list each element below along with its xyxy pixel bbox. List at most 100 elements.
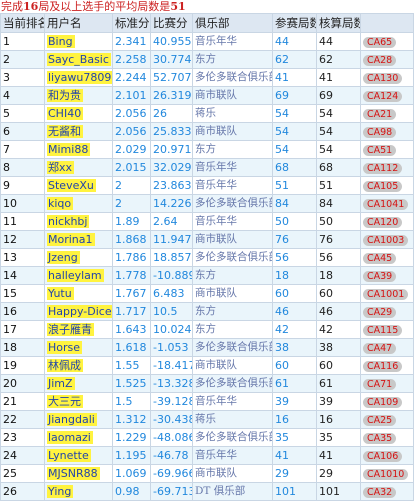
- username-link[interactable]: Happy-Dice: [47, 305, 112, 318]
- username-cell[interactable]: CHI40: [44, 104, 113, 123]
- username-cell[interactable]: halleylam: [44, 266, 113, 285]
- username-link[interactable]: Ying: [47, 485, 74, 498]
- player-id-badge[interactable]: CA1003: [363, 235, 409, 246]
- username-cell[interactable]: 浪子雁青: [44, 320, 113, 339]
- player-id-badge[interactable]: CA71: [363, 379, 397, 390]
- player-id-badge[interactable]: CA25: [363, 415, 397, 426]
- standard-score-cell: 1.069: [112, 464, 151, 483]
- username-cell[interactable]: 林佩成: [44, 356, 113, 375]
- username-cell[interactable]: SteveXu: [44, 176, 113, 195]
- username-link[interactable]: Horse: [47, 341, 83, 354]
- username-cell[interactable]: 和为贵: [44, 86, 113, 105]
- standard-score-cell: 1.229: [112, 428, 151, 447]
- badge-cell: CA1010: [360, 464, 414, 483]
- header-match-score[interactable]: 比赛分: [150, 13, 193, 33]
- username-cell[interactable]: Jzeng: [44, 248, 113, 267]
- match-score-cell: 25.833: [150, 122, 193, 141]
- username-link[interactable]: Lynette: [47, 449, 91, 462]
- standard-score-cell: 2.015: [112, 158, 151, 177]
- username-link[interactable]: nickhbj: [47, 215, 90, 228]
- username-cell[interactable]: Lynette: [44, 446, 113, 465]
- player-id-badge[interactable]: CA115: [363, 325, 403, 336]
- username-link[interactable]: CHI40: [47, 107, 84, 120]
- player-id-badge[interactable]: CA112: [363, 163, 403, 174]
- player-id-badge[interactable]: CA106: [363, 451, 403, 462]
- player-id-badge[interactable]: CA1010: [363, 469, 409, 480]
- player-id-badge[interactable]: CA105: [363, 181, 403, 192]
- player-id-badge[interactable]: CA21: [363, 109, 397, 120]
- player-id-badge[interactable]: CA39: [363, 271, 397, 282]
- username-cell[interactable]: nickhbj: [44, 212, 113, 231]
- username-link[interactable]: SteveXu: [47, 179, 96, 192]
- player-id-badge[interactable]: CA124: [363, 91, 403, 102]
- header-rank[interactable]: 当前排名: [0, 13, 45, 33]
- username-cell[interactable]: 无酱和: [44, 122, 113, 141]
- username-link[interactable]: Morina1: [47, 233, 95, 246]
- username-cell[interactable]: MJSNR88: [44, 464, 113, 483]
- username-link[interactable]: 和为贵: [47, 89, 83, 102]
- username-cell[interactable]: laomazi: [44, 428, 113, 447]
- username-link[interactable]: JimZ: [47, 377, 75, 390]
- username-link[interactable]: 郑xx: [47, 161, 75, 174]
- caption-average: 51: [170, 0, 186, 13]
- username-cell[interactable]: 郑xx: [44, 158, 113, 177]
- badge-cell: CA130: [360, 68, 414, 87]
- header-username[interactable]: 用户名: [44, 13, 113, 33]
- player-id-badge[interactable]: CA51: [363, 145, 397, 156]
- player-id-badge[interactable]: CA47: [363, 343, 397, 354]
- username-cell[interactable]: 大三元: [44, 392, 113, 411]
- header-club[interactable]: 俱乐部: [192, 13, 273, 33]
- rank-cell: 2: [0, 50, 45, 69]
- username-link[interactable]: kiqo: [47, 197, 74, 210]
- games-played-cell: 18: [272, 266, 317, 285]
- username-link[interactable]: Jiangdali: [47, 413, 97, 426]
- username-link[interactable]: MJSNR88: [47, 467, 100, 480]
- username-link[interactable]: 大三元: [47, 395, 83, 408]
- standard-score-cell: 2: [112, 176, 151, 195]
- games-counted-cell: 62: [316, 50, 361, 69]
- header-standard-score[interactable]: 标准分: [112, 13, 151, 33]
- username-link[interactable]: 无酱和: [47, 125, 83, 138]
- player-id-badge[interactable]: CA1001: [363, 289, 409, 300]
- club-cell: 多伦多联合俱乐部: [192, 338, 273, 357]
- username-cell[interactable]: Sayc_Basic: [44, 50, 113, 69]
- username-cell[interactable]: Morina1: [44, 230, 113, 249]
- player-id-badge[interactable]: CA45: [363, 253, 397, 264]
- username-cell[interactable]: Jiangdali: [44, 410, 113, 429]
- player-id-badge[interactable]: CA1041: [363, 199, 409, 210]
- player-id-badge[interactable]: CA120: [363, 217, 403, 228]
- player-id-badge[interactable]: CA35: [363, 433, 397, 444]
- username-link[interactable]: laomazi: [47, 431, 93, 444]
- table-row: 25 MJSNR88 1.069 -69.966 商市联队 29 29 CA1010: [0, 464, 414, 483]
- player-id-badge[interactable]: CA109: [363, 397, 403, 408]
- username-link[interactable]: Jzeng: [47, 251, 80, 264]
- player-id-badge[interactable]: CA65: [363, 37, 397, 48]
- header-games-counted[interactable]: 核算局数: [316, 13, 361, 33]
- player-id-badge[interactable]: CA28: [363, 55, 397, 66]
- username-cell[interactable]: Happy-Dice: [44, 302, 113, 321]
- username-cell[interactable]: JimZ: [44, 374, 113, 393]
- player-id-badge[interactable]: CA29: [363, 307, 397, 318]
- player-id-badge[interactable]: CA98: [363, 127, 397, 138]
- header-games-played[interactable]: 参赛局数: [272, 13, 317, 33]
- username-link[interactable]: Yutu: [47, 287, 74, 300]
- username-link[interactable]: halleylam: [47, 269, 104, 282]
- username-cell[interactable]: liyawu780928: [44, 68, 113, 87]
- username-link[interactable]: 浪子雁青: [47, 323, 94, 336]
- username-cell[interactable]: kiqo: [44, 194, 113, 213]
- player-id-badge[interactable]: CA116: [363, 361, 403, 372]
- table-row: 20 JimZ 1.525 -13.328 多伦多联合俱乐部 61 61 CA71: [0, 374, 414, 393]
- player-id-badge[interactable]: CA130: [363, 73, 403, 84]
- username-link[interactable]: Sayc_Basic: [47, 53, 111, 66]
- player-id-badge[interactable]: CA32: [363, 487, 397, 498]
- username-cell[interactable]: Yutu: [44, 284, 113, 303]
- username-link[interactable]: liyawu780928: [47, 71, 112, 84]
- username-link[interactable]: Mimi88: [47, 143, 91, 156]
- username-link[interactable]: 林佩成: [47, 359, 83, 372]
- username-cell[interactable]: Mimi88: [44, 140, 113, 159]
- username-cell[interactable]: Ying: [44, 482, 113, 501]
- username-cell[interactable]: Bing: [44, 32, 113, 51]
- username-link[interactable]: Bing: [47, 35, 75, 48]
- badge-cell: CA35: [360, 428, 414, 447]
- username-cell[interactable]: Horse: [44, 338, 113, 357]
